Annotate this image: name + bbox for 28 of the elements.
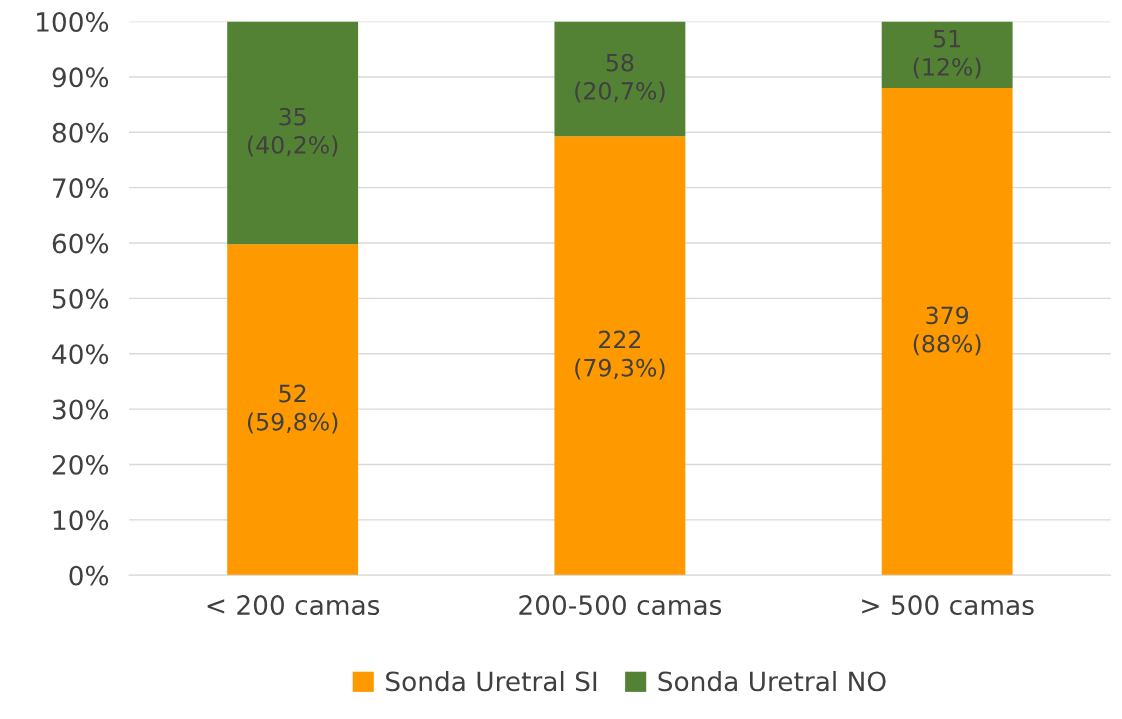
data-label: 222 (79,3%) [575,330,665,380]
y-tick-label: 70% [53,178,109,199]
data-label: 51 (12%) [913,29,981,79]
x-tick-label: 200-500 camas [519,595,722,616]
y-tick-label: 50% [52,288,109,309]
x-tick-label: > 500 camas [862,595,1034,616]
x-tick-label: < 200 camas [207,595,380,616]
bar [227,21,359,245]
y-tick-label: 90% [52,67,109,88]
legend-label: Sonda Uretral SI [386,670,597,692]
data-label: 58 (20,7%) [575,53,665,103]
y-tick-label: 80% [52,122,109,143]
legend-label: Sonda Uretral NO [658,670,886,692]
y-tick-label: 40% [52,344,109,365]
y-tick-label: 100% [37,12,109,32]
data-label: 52 (59,8%) [247,384,338,434]
bar [554,136,686,576]
y-tick-label: 60% [52,233,109,254]
y-tick-label: 20% [52,454,109,475]
bar [227,244,359,576]
data-label: 379 (88%) [913,306,981,356]
bar [881,21,1013,89]
y-tick-label: 0% [69,565,109,586]
bar [554,21,686,137]
y-tick-label: 10% [53,510,109,531]
bar [881,88,1013,576]
y-tick-label: 30% [52,399,109,420]
data-label: 35 (40,2%) [247,107,338,157]
